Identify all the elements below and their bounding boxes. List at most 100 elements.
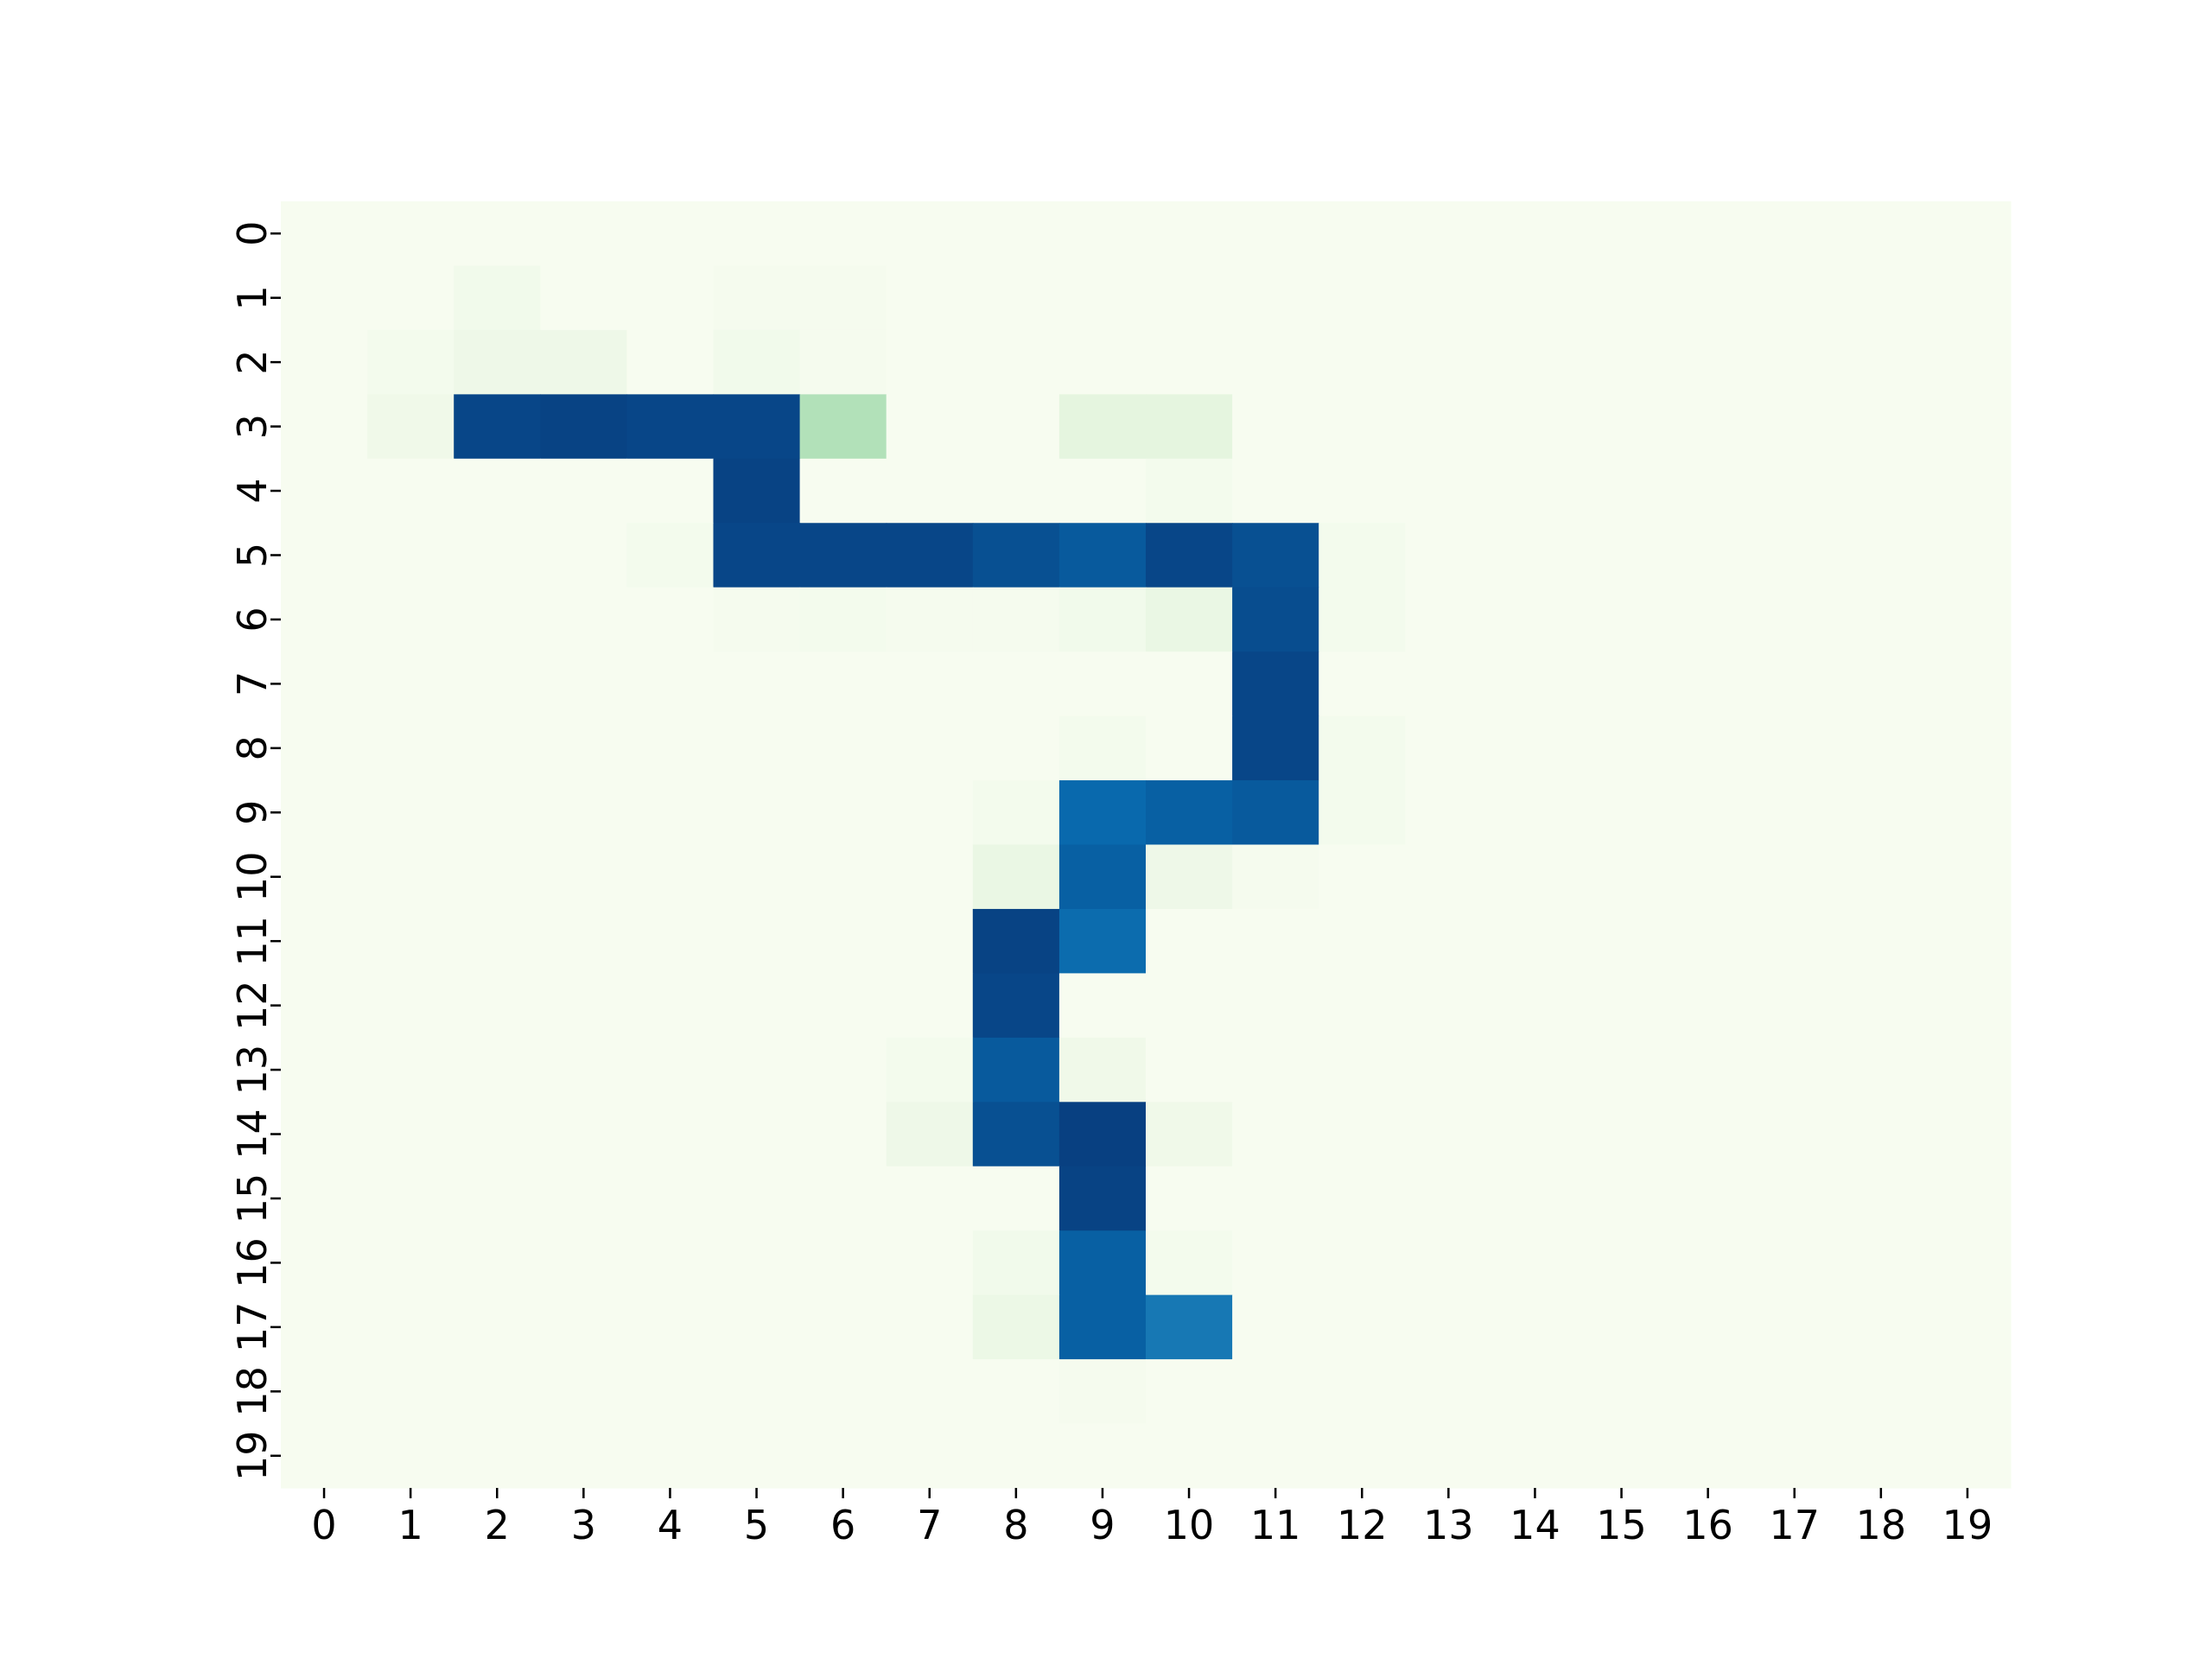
heatmap-cell-r18-c11 [1232,1359,1319,1425]
heatmap-cell-r11-c13 [1405,908,1492,974]
heatmap-cell-r15-c14 [1491,1166,1580,1231]
heatmap-cell-r13-c16 [1664,1037,1752,1103]
heatmap-cell-r10-c17 [1751,844,1839,910]
x-tick-label-0: 0 [311,1502,336,1548]
heatmap-cell-r3-c1 [367,394,454,460]
heatmap-cell-r13-c19 [1923,1037,2012,1103]
y-tick-label-17: 17 [229,1302,276,1353]
heatmap-cell-r12-c18 [1837,973,1925,1039]
heatmap-cell-r3-c19 [1923,394,2012,460]
heatmap-cell-r18-c5 [713,1359,801,1425]
heatmap-cell-r1-c14 [1491,265,1580,331]
heatmap-cell-r8-c18 [1837,715,1925,781]
heatmap-cell-r5-c17 [1751,523,1839,588]
heatmap-cell-r4-c6 [799,458,887,524]
heatmap-cell-r10-c5 [713,844,801,910]
heatmap-cell-r13-c9 [1058,1037,1147,1103]
heatmap-cell-r12-c7 [886,973,974,1039]
x-tick-label-2: 2 [485,1502,510,1548]
heatmap-cell-r17-c17 [1751,1294,1839,1360]
heatmap-cell-r14-c11 [1232,1102,1319,1167]
heatmap-cell-r3-c16 [1664,394,1752,460]
heatmap-cell-r6-c10 [1146,587,1233,652]
heatmap-cell-r6-c14 [1491,587,1580,652]
heatmap-cell-r5-c3 [540,523,627,588]
heatmap-cell-r10-c7 [886,844,974,910]
heatmap-cell-r11-c6 [799,908,887,974]
heatmap-cell-r10-c15 [1578,844,1666,910]
x-tick-label-5: 5 [744,1502,769,1548]
heatmap-cell-r13-c17 [1751,1037,1839,1103]
heatmap-cell-r19-c3 [540,1423,627,1489]
heatmap-cell-r0-c3 [540,201,627,267]
heatmap-cell-r0-c4 [626,201,715,267]
heatmap-cell-r8-c19 [1923,715,2012,781]
heatmap-cell-r15-c4 [626,1166,715,1231]
heatmap-cell-r12-c1 [367,973,454,1039]
heatmap-cell-r1-c1 [367,265,454,331]
heatmap-cell-r7-c9 [1058,652,1147,717]
heatmap-cell-r0-c0 [281,201,368,267]
heatmap-cell-r17-c4 [626,1294,715,1360]
heatmap-cell-r17-c8 [972,1294,1060,1360]
heatmap-cell-r17-c19 [1923,1294,2012,1360]
heatmap-cell-r1-c6 [799,265,887,331]
heatmap-cell-r8-c15 [1578,715,1666,781]
heatmap-cell-r14-c9 [1058,1102,1147,1167]
heatmap-cell-r0-c8 [972,201,1060,267]
heatmap-cell-r19-c9 [1058,1423,1147,1489]
heatmap-cell-r3-c5 [713,394,801,460]
y-tick-label-14: 14 [229,1109,276,1160]
heatmap-cell-r5-c0 [281,523,368,588]
heatmap-cell-r8-c10 [1146,715,1233,781]
heatmap-cell-r13-c4 [626,1037,715,1103]
heatmap-cell-r19-c15 [1578,1423,1666,1489]
y-tick-label-6: 6 [229,607,276,632]
heatmap-cell-r10-c4 [626,844,715,910]
heatmap-cell-r8-c16 [1664,715,1752,781]
heatmap-cell-r7-c11 [1232,652,1319,717]
heatmap-cell-r8-c2 [454,715,541,781]
heatmap-cell-r18-c16 [1664,1359,1752,1425]
heatmap-cell-r8-c13 [1405,715,1492,781]
heatmap-cell-r4-c7 [886,458,974,524]
heatmap-cell-r6-c15 [1578,587,1666,652]
heatmap-cell-r17-c15 [1578,1294,1666,1360]
heatmap-cell-r7-c6 [799,652,887,717]
heatmap-cell-r17-c3 [540,1294,627,1360]
heatmap-cell-r9-c4 [626,780,715,846]
heatmap-cell-r12-c17 [1751,973,1839,1039]
heatmap-cell-r12-c9 [1058,973,1147,1039]
heatmap-cell-r1-c5 [713,265,801,331]
heatmap-cell-r19-c6 [799,1423,887,1489]
heatmap-cell-r5-c9 [1058,523,1147,588]
heatmap-cell-r5-c10 [1146,523,1233,588]
heatmap-cell-r14-c12 [1319,1102,1406,1167]
heatmap-cell-r6-c3 [540,587,627,652]
heatmap-cell-r2-c6 [799,329,887,395]
heatmap-cell-r2-c9 [1058,329,1147,395]
heatmap-cell-r11-c1 [367,908,454,974]
heatmap-cell-r1-c18 [1837,265,1925,331]
x-tick-label-14: 14 [1510,1502,1560,1548]
heatmap-cell-r14-c18 [1837,1102,1925,1167]
heatmap-cell-r12-c2 [454,973,541,1039]
heatmap-cell-r16-c17 [1751,1230,1839,1296]
heatmap-cell-r16-c11 [1232,1230,1319,1296]
heatmap-cell-r12-c19 [1923,973,2012,1039]
heatmap-cell-r6-c18 [1837,587,1925,652]
heatmap-cell-r18-c7 [886,1359,974,1425]
heatmap-cell-r1-c3 [540,265,627,331]
heatmap-cell-r5-c13 [1405,523,1492,588]
heatmap-cell-r0-c10 [1146,201,1233,267]
heatmap-cell-r18-c13 [1405,1359,1492,1425]
heatmap-cell-r13-c18 [1837,1037,1925,1103]
heatmap-cell-r6-c5 [713,587,801,652]
heatmap-cell-r3-c17 [1751,394,1839,460]
heatmap-cell-r11-c5 [713,908,801,974]
heatmap-cell-r11-c9 [1058,908,1147,974]
heatmap-cell-r19-c1 [367,1423,454,1489]
y-tick-label-15: 15 [229,1173,276,1224]
heatmap-cell-r6-c12 [1319,587,1406,652]
heatmap-cell-r7-c12 [1319,652,1406,717]
